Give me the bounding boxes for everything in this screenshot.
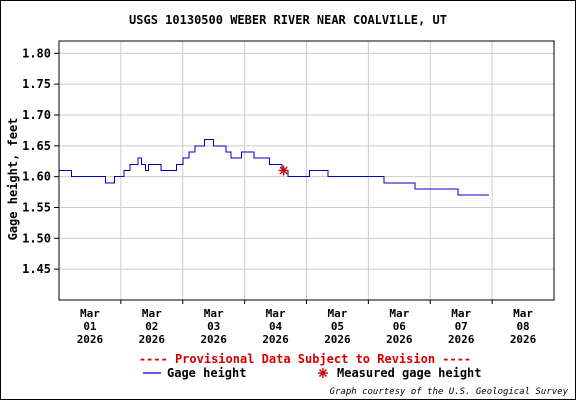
grid — [59, 41, 554, 300]
legend-gage-height-label: Gage height — [167, 366, 246, 380]
x-tick-labels: Mar012026Mar022026Mar032026Mar042026Mar0… — [77, 300, 537, 346]
chart-title: USGS 10130500 WEBER RIVER NEAR COALVILLE… — [129, 13, 447, 27]
x-tick-label-line: 02 — [145, 320, 158, 333]
asterisk-glyph — [318, 368, 328, 378]
x-tick-label-line: 01 — [83, 320, 97, 333]
y-tick-label: 1.65 — [22, 139, 51, 153]
x-tick-label-line: 04 — [269, 320, 283, 333]
x-tick-label-line: 05 — [331, 320, 344, 333]
x-tick-label-line: 2026 — [139, 333, 166, 346]
x-tick-label-line: 2026 — [386, 333, 413, 346]
x-tick-label-line: 2026 — [262, 333, 289, 346]
y-tick-label: 1.60 — [22, 170, 51, 184]
x-tick-label-line: Mar — [451, 307, 471, 320]
measurement-layer — [278, 165, 289, 176]
plot-area-border — [58, 40, 555, 301]
x-tick-label-line: Mar — [80, 307, 100, 320]
x-tick-label-line: 07 — [455, 320, 468, 333]
legend: Gage height Measured gage height — [143, 366, 482, 380]
x-tick-label-line: 2026 — [448, 333, 475, 346]
series-line-gage-height — [59, 139, 489, 196]
y-tick-label: 1.55 — [22, 201, 51, 215]
x-tick-label-line: 06 — [393, 320, 407, 333]
legend-measured-label: Measured gage height — [337, 366, 482, 380]
legend-measured-asterisk-icon — [318, 368, 328, 378]
x-tick-label-line: 08 — [516, 320, 529, 333]
x-tick-label-line: Mar — [142, 307, 162, 320]
y-axis-label: Gage height, feet — [6, 118, 20, 241]
provisional-notice: ---- Provisional Data Subject to Revisio… — [139, 352, 471, 366]
x-tick-label-line: Mar — [513, 307, 533, 320]
x-tick-label-line: 2026 — [77, 333, 104, 346]
credit-text: Graph courtesy of the U.S. Geological Su… — [330, 387, 569, 397]
x-tick-label-line: 03 — [207, 320, 220, 333]
series-layer — [59, 139, 489, 196]
x-tick-label-line: 2026 — [510, 333, 537, 346]
x-tick-label-line: Mar — [328, 307, 348, 320]
y-tick-label: 1.45 — [22, 262, 51, 276]
y-tick-label: 1.50 — [22, 231, 51, 245]
measurement-point — [278, 165, 289, 176]
x-tick-label-line: Mar — [204, 307, 224, 320]
x-tick-label-line: Mar — [266, 307, 286, 320]
y-tick-labels: 1.45 1.50 1.55 1.60 1.65 1.70 1.75 1.80 — [22, 46, 59, 276]
y-tick-label: 1.80 — [22, 46, 51, 60]
y-tick-label: 1.75 — [22, 77, 51, 91]
x-tick-label-line: 2026 — [324, 333, 351, 346]
x-tick-label-line: Mar — [389, 307, 409, 320]
y-tick-label: 1.70 — [22, 108, 51, 122]
x-tick-label-line: 2026 — [200, 333, 227, 346]
